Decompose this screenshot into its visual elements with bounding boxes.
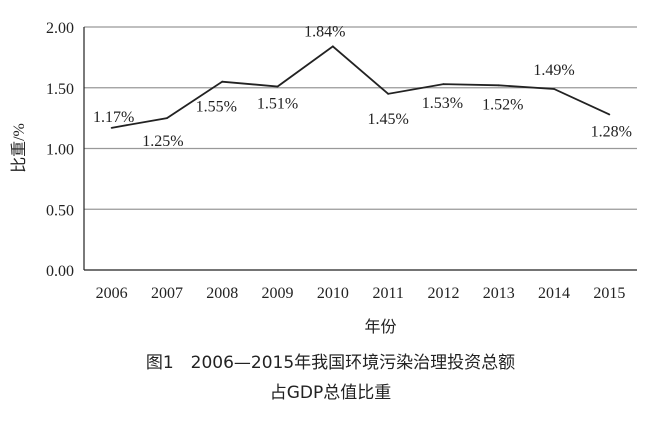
line-chart: 0.00 0.50 1.00 1.50 2.00 2006 2007 2008 2009 2010… [10, 20, 637, 336]
y-tick-label: 0.00 [46, 263, 74, 280]
series-line [111, 45, 610, 129]
data-label: 1.25% [142, 133, 183, 150]
x-tick-label: 2006 [96, 285, 128, 302]
data-point [442, 83, 445, 86]
figure-caption-line1: 图1 2006—2015年我国环境污染治理投资总额 [145, 353, 516, 373]
data-point [387, 92, 390, 95]
data-point [166, 117, 168, 120]
x-tick-label: 2007 [151, 285, 183, 302]
data-point [608, 113, 611, 116]
y-axis-title: 比重/% [10, 123, 28, 173]
y-tick-label: 1.00 [46, 142, 74, 159]
data-label: 1.17% [93, 109, 134, 126]
x-tick-label: 2008 [206, 285, 238, 302]
data-point [331, 45, 334, 48]
data-label: 1.53% [422, 95, 463, 112]
data-point [276, 85, 279, 88]
data-point [553, 88, 555, 90]
data-point [221, 80, 224, 83]
y-tick-label: 0.50 [46, 202, 74, 219]
figure-caption-line2: 占GDP总值比重 [269, 383, 392, 403]
data-label: 1.49% [533, 62, 574, 79]
y-tick-label: 1.50 [46, 81, 74, 98]
x-tick-label: 2011 [372, 285, 403, 302]
x-tick-label: 2014 [538, 285, 570, 302]
data-label: 1.45% [367, 111, 408, 128]
x-tick-label: 2013 [483, 285, 515, 302]
x-axis-title: 年份 [364, 318, 396, 336]
data-point [497, 84, 500, 87]
x-tick-label: 2015 [593, 285, 625, 302]
x-tick-label: 2009 [262, 285, 294, 302]
x-tick-label: 2012 [427, 285, 459, 302]
data-label: 1.55% [196, 99, 237, 116]
data-label: 1.52% [482, 96, 523, 113]
y-tick-label: 2.00 [46, 20, 74, 37]
data-label: 1.84% [304, 23, 345, 40]
x-tick-label: 2010 [317, 285, 349, 302]
data-label: 1.51% [257, 96, 298, 113]
data-point [110, 126, 113, 129]
data-label: 1.28% [591, 123, 632, 140]
